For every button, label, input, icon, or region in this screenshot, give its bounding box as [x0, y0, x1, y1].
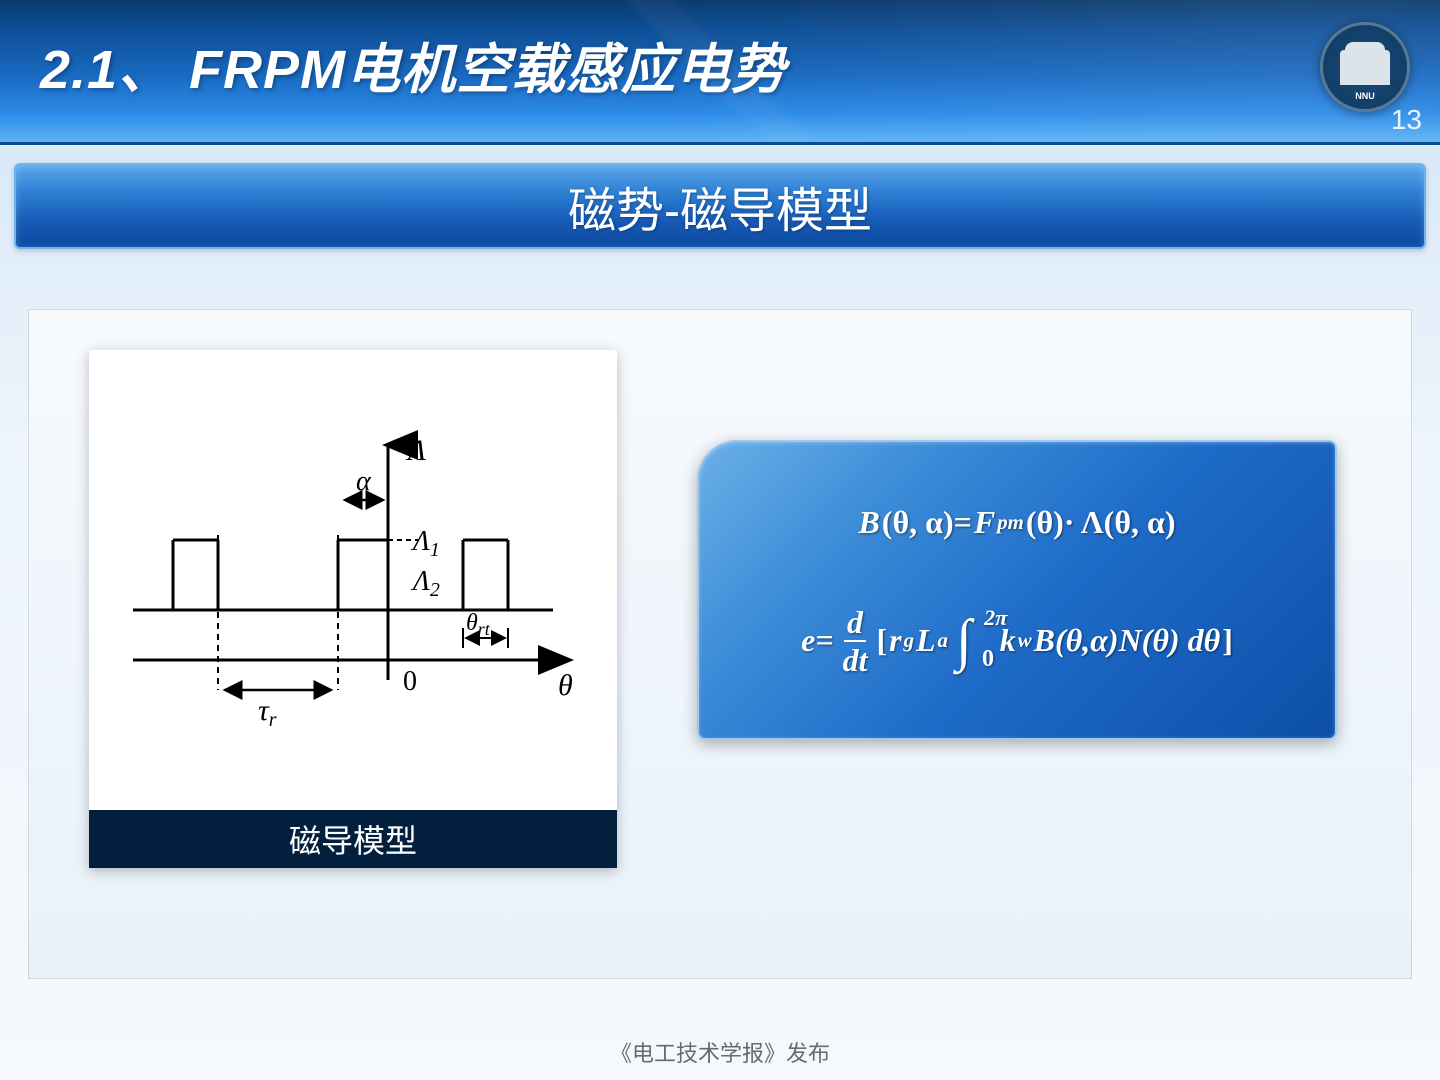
diagram-caption: 磁导模型 [89, 810, 617, 868]
formula-emf: e= d dt [ rg La 2π ∫ 0 kw B(θ,α)N(θ) dθ … [801, 606, 1233, 676]
svg-text:Λ: Λ [405, 434, 426, 467]
svg-text:0: 0 [403, 666, 417, 697]
page-number: 13 [1391, 104, 1422, 136]
content-area: Λ Λ1 Λ2 θ α θrt τr 0 磁导模型 B(θ, α)=Fpm(θ)… [28, 309, 1412, 979]
logo-text: NNU [1323, 91, 1407, 101]
svg-text:θrt: θrt [466, 610, 491, 639]
slide-footer: 《电工技术学报》发布 [0, 1036, 1440, 1068]
slide-header: 2.1、 FRPM电机空载感应电势 NNU 13 [0, 0, 1440, 145]
formula-flux-density: B(θ, α)=Fpm(θ)· Λ(θ, α) [858, 504, 1175, 541]
formula-panel: B(θ, α)=Fpm(θ)· Λ(θ, α) e= d dt [ rg La … [697, 440, 1337, 740]
section-subtitle-bar: 磁势-磁导模型 [14, 163, 1426, 249]
diagram-panel: Λ Λ1 Λ2 θ α θrt τr 0 磁导模型 [89, 350, 617, 868]
permeance-waveform-svg: Λ Λ1 Λ2 θ α θrt τr 0 [113, 390, 593, 770]
svg-text:α: α [356, 466, 372, 497]
slide-title: 2.1、 FRPM电机空载感应电势 [40, 25, 1410, 104]
svg-text:τr: τr [258, 694, 277, 731]
university-logo: NNU [1320, 22, 1410, 112]
section-subtitle: 磁势-磁导模型 [568, 171, 872, 241]
svg-text:θ: θ [558, 669, 573, 702]
svg-text:Λ2: Λ2 [410, 566, 440, 601]
svg-text:Λ1: Λ1 [410, 526, 440, 561]
permeance-diagram: Λ Λ1 Λ2 θ α θrt τr 0 [89, 350, 617, 810]
